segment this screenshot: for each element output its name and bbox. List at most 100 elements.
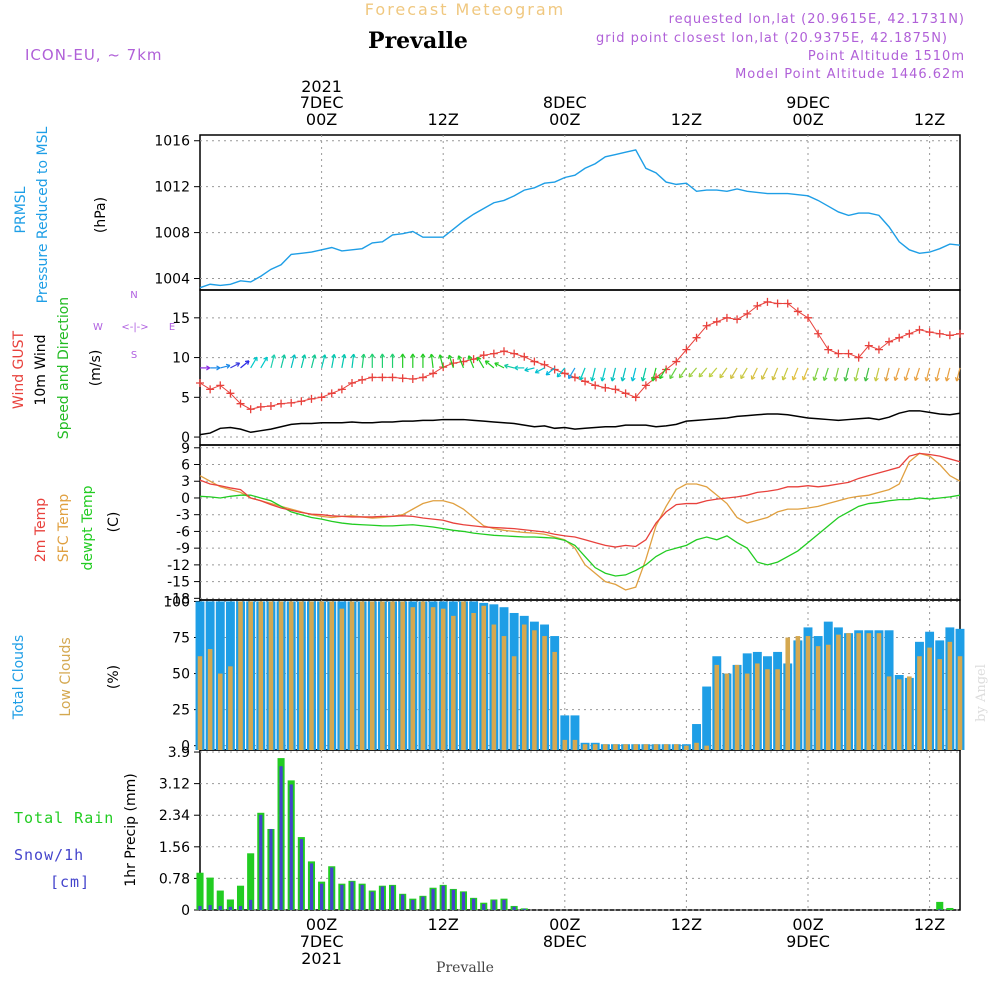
wind-arrow-head <box>600 377 606 382</box>
gust-marker <box>510 349 519 358</box>
point-altitude: Point Altitude 1510m <box>808 49 965 64</box>
low-cloud-bar <box>491 624 497 750</box>
wind-10m-label: 10m Wind <box>33 334 49 405</box>
wind-arrow-head <box>659 374 664 380</box>
temp-tick-label: 3 <box>181 474 190 490</box>
wind-arrow-head <box>410 353 416 358</box>
gust-marker <box>945 331 954 340</box>
pressure-frame <box>199 134 961 291</box>
gust-marker <box>429 369 438 378</box>
temp-tick-label: -6 <box>176 524 190 540</box>
wind-arrow <box>591 367 596 382</box>
snow-bar <box>522 908 526 910</box>
gust-marker <box>702 321 711 330</box>
gust-marker <box>216 381 225 390</box>
rain-bar <box>236 885 245 910</box>
gust-marker <box>266 402 275 411</box>
gust-marker <box>408 375 417 384</box>
pressure-tick-label: 1008 <box>154 226 190 242</box>
low-cloud-bar <box>765 669 770 750</box>
snow-bar <box>228 906 233 910</box>
product-title: Forecast Meteogram <box>365 0 565 19</box>
low-cloud-bar <box>815 646 821 750</box>
gust-marker <box>905 329 914 338</box>
wind-arrow <box>361 354 365 368</box>
clouds-tick-label: 75 <box>172 631 190 647</box>
wind-tick-label: 5 <box>181 390 190 406</box>
gust-marker <box>540 360 549 369</box>
wind-arrow <box>813 367 819 381</box>
low-cloud-bar <box>511 656 517 750</box>
wind-arrow-head <box>669 374 674 380</box>
snow-bar <box>431 888 435 910</box>
wind-arrow <box>579 367 586 381</box>
low-cloud-bar <box>714 664 720 750</box>
gust-marker <box>743 309 752 318</box>
snow-bar <box>218 905 222 910</box>
wind-arrow <box>270 354 275 369</box>
wind-speed-line <box>199 410 961 436</box>
wind-arrow-head <box>341 353 347 359</box>
total-cloud-bar <box>692 724 701 750</box>
wind-arrow <box>351 354 355 368</box>
wind-arrow-head <box>843 377 849 382</box>
low-cloud-bar <box>623 744 628 750</box>
gust-marker <box>783 299 792 308</box>
cloud-unit: (%) <box>106 665 122 689</box>
wind-arrow-head <box>291 354 297 359</box>
low-cloud-bar <box>288 601 294 750</box>
rain-bar <box>936 901 944 910</box>
wind-arrow-head <box>590 377 596 382</box>
low-cloud-bar <box>846 633 851 750</box>
wind-arrow <box>494 362 505 369</box>
wind-arrow <box>698 367 708 378</box>
snow-bar <box>421 896 425 910</box>
wind-arrow-head <box>534 368 540 374</box>
wind-arrow <box>935 367 941 382</box>
wind-arrow-head <box>567 374 573 380</box>
pressure-unit: (hPa) <box>93 197 109 233</box>
wind-arrow <box>875 367 880 382</box>
gust-marker <box>530 357 539 366</box>
wind-arrow <box>844 367 850 382</box>
low-cloud-bar <box>673 744 679 750</box>
wind-arrow-head <box>781 375 787 381</box>
total-cloud-bar <box>702 686 712 750</box>
wind-arrow-head <box>771 375 777 381</box>
gust-marker <box>418 373 427 382</box>
pressure-tick-label: 1012 <box>154 180 190 196</box>
wind-arrow <box>220 364 231 369</box>
gust-marker <box>773 299 782 308</box>
low-cloud-bar <box>420 601 426 750</box>
wind-arrow-head <box>610 377 616 382</box>
low-cloud-bar <box>907 676 912 750</box>
wind-arrow-head <box>578 375 584 381</box>
wind-arrow <box>484 360 495 369</box>
gust-marker <box>753 301 762 310</box>
wind-arrow-head <box>379 353 385 358</box>
compass-cross: <-|-> <box>121 322 148 333</box>
low-cloud-bar <box>775 669 780 750</box>
gust-marker <box>935 329 944 338</box>
t2m-line <box>199 452 961 548</box>
gust-marker <box>834 349 843 358</box>
wind-arrow <box>310 354 316 369</box>
bottom-time-label: 9DEC <box>786 932 830 951</box>
top-time-label: 00Z <box>549 110 580 129</box>
wind-arrow-head <box>369 353 375 358</box>
gust-marker <box>520 352 529 361</box>
low-cloud-bar <box>684 745 689 750</box>
model-label: ICON-EU, ~ 7km <box>25 46 163 64</box>
low-cloud-bar <box>278 601 284 750</box>
wind-arrow-head <box>620 377 626 382</box>
compass-s: S <box>131 350 137 361</box>
wind-arrow <box>458 355 465 369</box>
gust-marker <box>317 393 326 402</box>
gust-label: Wind GUST <box>11 330 27 409</box>
snow-bar <box>319 883 324 910</box>
gust-marker <box>348 379 356 387</box>
gust-marker <box>277 399 286 408</box>
wind-dir-label: Speed and Direction <box>56 297 72 439</box>
low-cloud-bar <box>572 739 578 750</box>
wind-arrow <box>782 367 789 381</box>
